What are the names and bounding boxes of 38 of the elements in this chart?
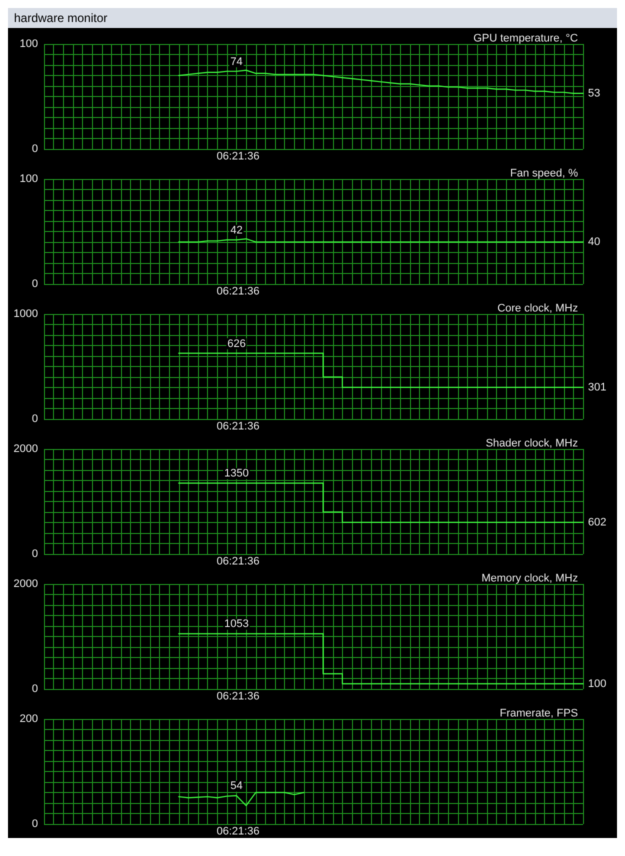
y-tick-label: 100 [20,38,38,50]
text: hardware monitor [14,11,108,25]
y-tick-label: 1000 [14,308,38,320]
chart-title: Memory clock, MHz [481,572,578,584]
data-label: 1053 [224,618,249,630]
y-tick-label: 2000 [14,578,38,590]
y-tick-label: 2000 [14,443,38,455]
line-series [178,70,584,94]
data-label: 1350 [224,468,249,480]
data-label: 301 [588,381,606,394]
data-label: 40 [588,236,600,248]
x-axis-title: 06:21:36 [216,150,260,162]
chart-title: Core clock, MHz [497,302,578,314]
y-tick-label: 0 [32,683,38,695]
y-tick-label: 0 [32,548,38,560]
x-axis-title: 06:21:36 [216,420,260,432]
x-axis-title: 06:21:36 [216,286,260,298]
data-label: 602 [588,516,606,528]
y-tick-label: 0 [32,278,38,290]
data-label: 74 [230,56,243,68]
data-label: 100 [588,678,606,690]
data-label: 42 [230,224,243,236]
y-tick-label: 0 [32,143,38,155]
chart-title: Fan speed, % [510,168,578,180]
chart-title: Shader clock, MHz [486,438,578,450]
data-label: 53 [588,87,600,100]
y-tick-label: 100 [20,173,38,185]
x-axis-title: 06:21:36 [216,556,260,568]
x-axis-title: 06:21:36 [216,826,260,838]
y-tick-label: 200 [20,713,38,725]
line-series [178,792,304,806]
x-axis-title: 06:21:36 [216,690,260,702]
chart-title: Framerate, FPS [500,708,578,720]
data-label: 54 [230,780,243,792]
chart-title: GPU temperature, °C [473,32,578,44]
y-tick-label: 0 [32,413,38,425]
y-tick-label: 0 [32,818,38,830]
data-label: 626 [227,338,246,350]
